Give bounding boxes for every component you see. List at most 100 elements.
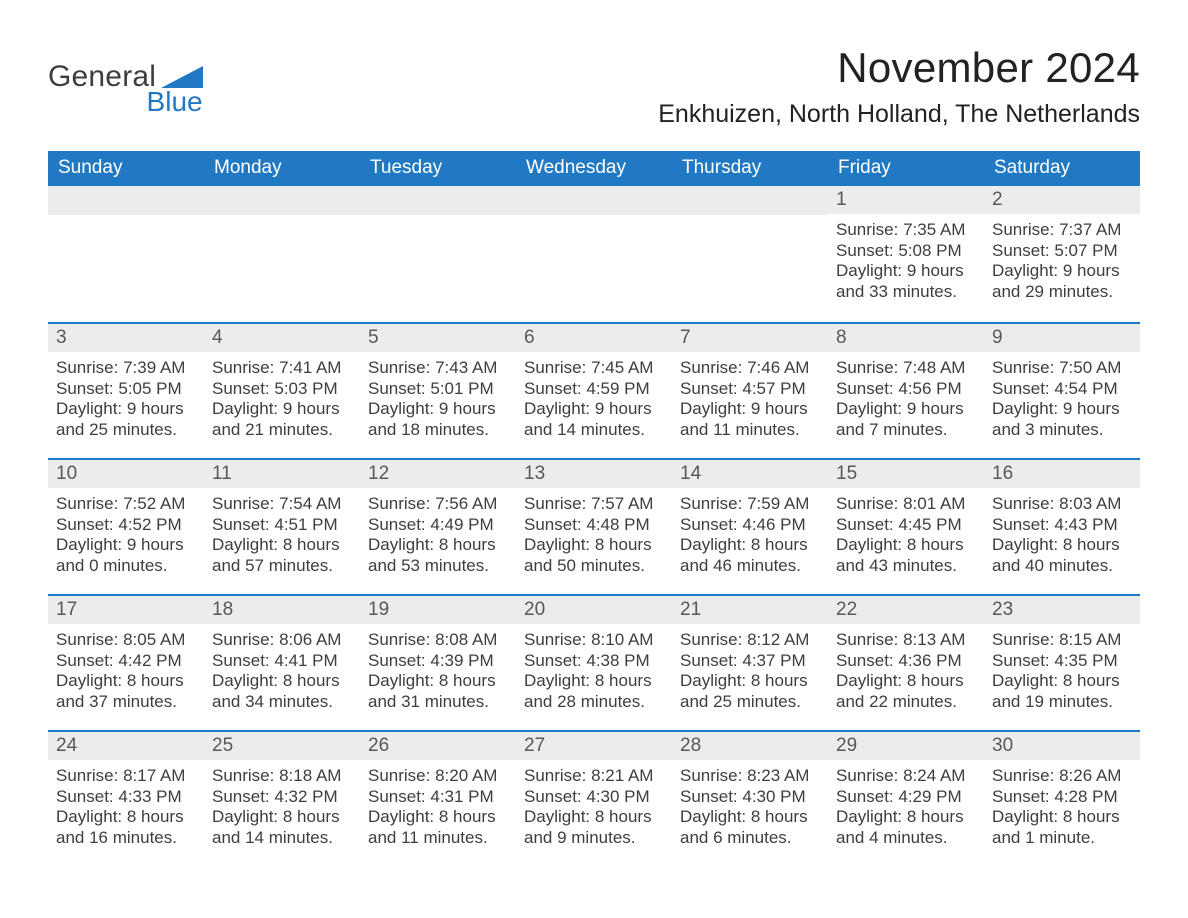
- daylight-line: Daylight: 9 hours and 25 minutes.: [56, 399, 198, 440]
- daylight-line: Daylight: 8 hours and 4 minutes.: [836, 807, 978, 848]
- sunrise-line: Sunrise: 7:57 AM: [524, 494, 666, 515]
- sunset-line: Sunset: 4:29 PM: [836, 787, 978, 808]
- daylight-line: Daylight: 8 hours and 16 minutes.: [56, 807, 198, 848]
- sunrise-line: Sunrise: 8:10 AM: [524, 630, 666, 651]
- day-cell: 6Sunrise: 7:45 AMSunset: 4:59 PMDaylight…: [516, 324, 672, 458]
- sunset-line: Sunset: 4:31 PM: [368, 787, 510, 808]
- day-number: 5: [360, 324, 516, 352]
- day-body: Sunrise: 8:05 AMSunset: 4:42 PMDaylight:…: [48, 624, 204, 715]
- empty-day-cell: [360, 186, 516, 322]
- daylight-line: Daylight: 8 hours and 34 minutes.: [212, 671, 354, 712]
- daylight-line: Daylight: 9 hours and 33 minutes.: [836, 261, 978, 302]
- day-cell: 24Sunrise: 8:17 AMSunset: 4:33 PMDayligh…: [48, 732, 204, 866]
- day-body: Sunrise: 7:39 AMSunset: 5:05 PMDaylight:…: [48, 352, 204, 443]
- day-body: Sunrise: 7:41 AMSunset: 5:03 PMDaylight:…: [204, 352, 360, 443]
- weekday-header: Sunday: [48, 151, 204, 186]
- day-cell: 22Sunrise: 8:13 AMSunset: 4:36 PMDayligh…: [828, 596, 984, 730]
- day-body: Sunrise: 7:52 AMSunset: 4:52 PMDaylight:…: [48, 488, 204, 579]
- sunrise-line: Sunrise: 8:06 AM: [212, 630, 354, 651]
- sunrise-line: Sunrise: 7:59 AM: [680, 494, 822, 515]
- sunrise-line: Sunrise: 7:43 AM: [368, 358, 510, 379]
- day-cell: 23Sunrise: 8:15 AMSunset: 4:35 PMDayligh…: [984, 596, 1140, 730]
- brand-logo: General Blue: [48, 62, 203, 116]
- daylight-line: Daylight: 9 hours and 14 minutes.: [524, 399, 666, 440]
- empty-day-number: [672, 186, 828, 215]
- sunset-line: Sunset: 4:54 PM: [992, 379, 1134, 400]
- day-number: 6: [516, 324, 672, 352]
- day-cell: 9Sunrise: 7:50 AMSunset: 4:54 PMDaylight…: [984, 324, 1140, 458]
- day-number: 8: [828, 324, 984, 352]
- day-body: Sunrise: 7:56 AMSunset: 4:49 PMDaylight:…: [360, 488, 516, 579]
- sunset-line: Sunset: 4:42 PM: [56, 651, 198, 672]
- sunrise-line: Sunrise: 7:56 AM: [368, 494, 510, 515]
- daylight-line: Daylight: 9 hours and 29 minutes.: [992, 261, 1134, 302]
- sunrise-line: Sunrise: 7:50 AM: [992, 358, 1134, 379]
- weekday-header: Wednesday: [516, 151, 672, 186]
- daylight-line: Daylight: 8 hours and 1 minute.: [992, 807, 1134, 848]
- day-number: 11: [204, 460, 360, 488]
- week-row: 17Sunrise: 8:05 AMSunset: 4:42 PMDayligh…: [48, 594, 1140, 730]
- sunset-line: Sunset: 4:46 PM: [680, 515, 822, 536]
- day-cell: 7Sunrise: 7:46 AMSunset: 4:57 PMDaylight…: [672, 324, 828, 458]
- day-body: Sunrise: 8:18 AMSunset: 4:32 PMDaylight:…: [204, 760, 360, 851]
- day-number: 20: [516, 596, 672, 624]
- sunset-line: Sunset: 4:33 PM: [56, 787, 198, 808]
- day-number: 24: [48, 732, 204, 760]
- sunrise-line: Sunrise: 8:15 AM: [992, 630, 1134, 651]
- day-cell: 3Sunrise: 7:39 AMSunset: 5:05 PMDaylight…: [48, 324, 204, 458]
- day-number: 23: [984, 596, 1140, 624]
- empty-day-number: [516, 186, 672, 215]
- daylight-line: Daylight: 9 hours and 18 minutes.: [368, 399, 510, 440]
- day-body: Sunrise: 7:54 AMSunset: 4:51 PMDaylight:…: [204, 488, 360, 579]
- brand-word-1: General: [48, 60, 156, 93]
- day-cell: 10Sunrise: 7:52 AMSunset: 4:52 PMDayligh…: [48, 460, 204, 594]
- day-number: 25: [204, 732, 360, 760]
- day-body: Sunrise: 8:24 AMSunset: 4:29 PMDaylight:…: [828, 760, 984, 851]
- sunset-line: Sunset: 4:28 PM: [992, 787, 1134, 808]
- sunrise-line: Sunrise: 8:05 AM: [56, 630, 198, 651]
- day-number: 9: [984, 324, 1140, 352]
- empty-day-cell: [204, 186, 360, 322]
- day-number: 2: [984, 186, 1140, 214]
- sunset-line: Sunset: 4:36 PM: [836, 651, 978, 672]
- sunset-line: Sunset: 4:52 PM: [56, 515, 198, 536]
- sunrise-line: Sunrise: 8:13 AM: [836, 630, 978, 651]
- sunset-line: Sunset: 4:35 PM: [992, 651, 1134, 672]
- sunrise-line: Sunrise: 7:35 AM: [836, 220, 978, 241]
- day-cell: 2Sunrise: 7:37 AMSunset: 5:07 PMDaylight…: [984, 186, 1140, 322]
- weekday-header: Friday: [828, 151, 984, 186]
- day-body: Sunrise: 8:15 AMSunset: 4:35 PMDaylight:…: [984, 624, 1140, 715]
- day-number: 12: [360, 460, 516, 488]
- day-number: 26: [360, 732, 516, 760]
- sunrise-line: Sunrise: 7:48 AM: [836, 358, 978, 379]
- daylight-line: Daylight: 8 hours and 31 minutes.: [368, 671, 510, 712]
- daylight-line: Daylight: 8 hours and 53 minutes.: [368, 535, 510, 576]
- day-cell: 14Sunrise: 7:59 AMSunset: 4:46 PMDayligh…: [672, 460, 828, 594]
- day-number: 21: [672, 596, 828, 624]
- day-cell: 20Sunrise: 8:10 AMSunset: 4:38 PMDayligh…: [516, 596, 672, 730]
- daylight-line: Daylight: 8 hours and 40 minutes.: [992, 535, 1134, 576]
- day-number: 13: [516, 460, 672, 488]
- week-row: 24Sunrise: 8:17 AMSunset: 4:33 PMDayligh…: [48, 730, 1140, 866]
- weekday-header: Saturday: [984, 151, 1140, 186]
- day-body: Sunrise: 7:46 AMSunset: 4:57 PMDaylight:…: [672, 352, 828, 443]
- day-number: 1: [828, 186, 984, 214]
- sunset-line: Sunset: 4:49 PM: [368, 515, 510, 536]
- day-number: 7: [672, 324, 828, 352]
- sunset-line: Sunset: 4:56 PM: [836, 379, 978, 400]
- day-body: Sunrise: 8:21 AMSunset: 4:30 PMDaylight:…: [516, 760, 672, 851]
- day-cell: 26Sunrise: 8:20 AMSunset: 4:31 PMDayligh…: [360, 732, 516, 866]
- daylight-line: Daylight: 8 hours and 14 minutes.: [212, 807, 354, 848]
- day-cell: 16Sunrise: 8:03 AMSunset: 4:43 PMDayligh…: [984, 460, 1140, 594]
- day-number: 30: [984, 732, 1140, 760]
- weekday-header: Thursday: [672, 151, 828, 186]
- day-cell: 8Sunrise: 7:48 AMSunset: 4:56 PMDaylight…: [828, 324, 984, 458]
- sunrise-line: Sunrise: 7:52 AM: [56, 494, 198, 515]
- sunrise-line: Sunrise: 8:21 AM: [524, 766, 666, 787]
- day-body: Sunrise: 8:10 AMSunset: 4:38 PMDaylight:…: [516, 624, 672, 715]
- sunrise-line: Sunrise: 8:20 AM: [368, 766, 510, 787]
- day-body: Sunrise: 7:48 AMSunset: 4:56 PMDaylight:…: [828, 352, 984, 443]
- week-row: 3Sunrise: 7:39 AMSunset: 5:05 PMDaylight…: [48, 322, 1140, 458]
- day-cell: 4Sunrise: 7:41 AMSunset: 5:03 PMDaylight…: [204, 324, 360, 458]
- daylight-line: Daylight: 9 hours and 21 minutes.: [212, 399, 354, 440]
